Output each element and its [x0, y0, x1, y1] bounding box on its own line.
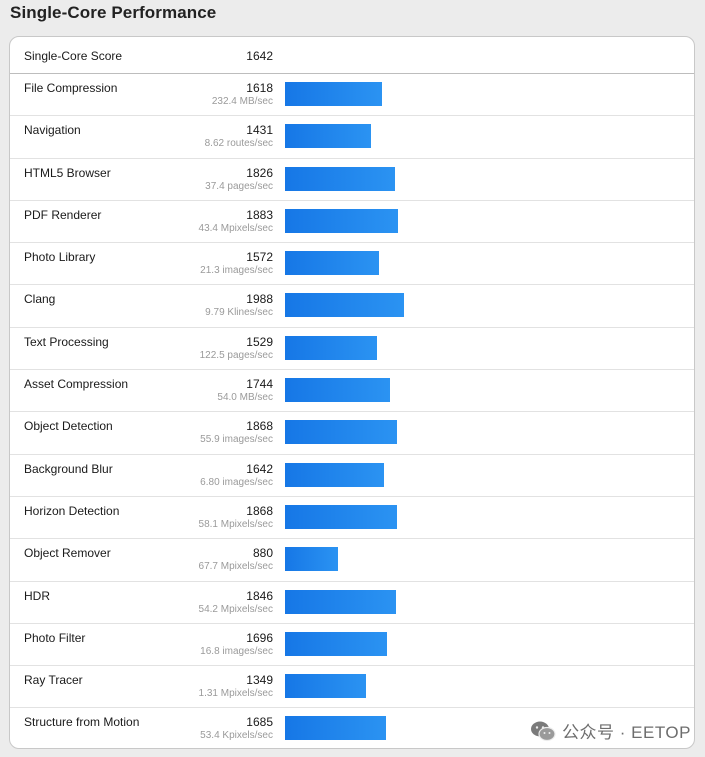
benchmark-rate: 232.4 MB/sec	[211, 96, 273, 107]
score-bar	[285, 378, 390, 403]
benchmark-row: PDF Renderer 1883 43.4 Mpixels/sec	[10, 201, 694, 244]
benchmark-name: Photo Library	[24, 250, 96, 265]
benchmark-score: 1744	[246, 377, 273, 392]
benchmark-name: PDF Renderer	[24, 207, 102, 222]
watermark-text: 公众号 · EETOP	[562, 723, 691, 742]
benchmark-rate: 54.0 MB/sec	[217, 392, 273, 404]
watermark: 公众号 · EETOP	[530, 718, 691, 743]
benchmark-rate: 67.7 Mpixels/sec	[198, 561, 273, 573]
benchmark-name: Text Processing	[24, 334, 109, 349]
benchmark-name: Background Blur	[24, 461, 113, 476]
benchmark-row: Text Processing 1529 122.5 pages/sec	[10, 328, 694, 371]
benchmark-name: Horizon Detection	[24, 503, 120, 518]
summary-row: Single-Core Score 1642	[10, 37, 694, 74]
benchmark-score: 1846	[246, 588, 273, 603]
benchmark-score: 1988	[246, 292, 273, 307]
score-bar	[285, 547, 338, 572]
benchmark-name: HTML5 Browser	[24, 165, 111, 180]
benchmark-name: Object Remover	[24, 546, 111, 561]
benchmark-score: 1696	[246, 630, 273, 645]
score-bar	[285, 420, 397, 445]
benchmark-row: Object Detection 1868 55.9 images/sec	[10, 412, 694, 455]
benchmark-score: 1868	[246, 419, 273, 434]
benchmark-rate: 9.79 Klines/sec	[205, 307, 273, 319]
benchmark-rate: 54.2 Mpixels/sec	[198, 603, 273, 615]
benchmark-row: Object Remover 880 67.7 Mpixels/sec	[10, 539, 694, 582]
benchmark-name: Object Detection	[24, 419, 113, 434]
benchmark-name: Photo Filter	[24, 630, 86, 645]
benchmark-rate: 6.80 images/sec	[200, 476, 273, 488]
benchmark-row: Background Blur 1642 6.80 images/sec	[10, 455, 694, 497]
benchmark-score: 1826	[246, 165, 273, 180]
benchmark-score: 1572	[246, 250, 273, 265]
benchmark-row: Asset Compression 1744 54.0 MB/sec	[10, 370, 694, 413]
wechat-icon	[531, 721, 556, 741]
benchmark-score: 1618	[246, 81, 273, 95]
benchmark-name: HDR	[24, 588, 50, 603]
benchmark-score: 1529	[246, 334, 273, 349]
benchmark-name: File Compression	[24, 81, 118, 95]
benchmark-list: File Compression 1618 232.4 MB/sec Navigati…	[10, 74, 694, 748]
benchmark-rate: 43.4 Mpixels/sec	[198, 222, 273, 234]
benchmark-row: Navigation 1431 8.62 routes/sec	[10, 116, 694, 159]
benchmark-rate: 1.31 Mpixels/sec	[198, 688, 273, 700]
benchmark-row: Photo Library 1572 21.3 images/sec	[10, 243, 694, 286]
benchmark-row: HDR 1846 54.2 Mpixels/sec	[10, 582, 694, 624]
page-title: Single-Core Performance	[10, 3, 217, 22]
score-bar	[285, 462, 384, 487]
benchmark-score: 1349	[246, 673, 273, 688]
benchmark-rate: 55.9 images/sec	[200, 434, 273, 446]
benchmark-row: Structure from Motion 1685 53.4 Kpixels/se…	[10, 708, 694, 748]
benchmark-rate: 53.4 Kpixels/sec	[200, 730, 273, 742]
score-bar	[285, 208, 398, 233]
benchmark-score: 880	[252, 546, 273, 561]
benchmark-name: Structure from Motion	[24, 715, 140, 730]
results-card: Single-Core Score 1642 File Compression 1…	[9, 36, 695, 749]
benchmark-name: Navigation	[24, 123, 81, 138]
score-bar	[285, 504, 397, 529]
benchmark-score: 1883	[246, 207, 273, 222]
score-bar	[285, 82, 382, 106]
benchmark-rate: 16.8 images/sec	[200, 645, 273, 657]
benchmark-score: 1431	[246, 123, 273, 138]
benchmark-row: Clang 1988 9.79 Klines/sec	[10, 285, 694, 328]
score-bar	[285, 166, 395, 191]
benchmark-row: File Compression 1618 232.4 MB/sec	[10, 74, 694, 117]
benchmark-row: Photo Filter 1696 16.8 images/sec	[10, 624, 694, 667]
benchmark-rate: 58.1 Mpixels/sec	[198, 518, 273, 530]
benchmark-name: Asset Compression	[24, 377, 129, 392]
benchmark-name: Ray Tracer	[24, 673, 83, 688]
summary-score: 1642	[246, 49, 273, 63]
benchmark-row: Horizon Detection 1868 58.1 Mpixels/sec	[10, 497, 694, 540]
benchmark-rate: 8.62 routes/sec	[204, 138, 273, 150]
benchmark-rate: 37.4 pages/sec	[205, 180, 273, 192]
score-bar	[285, 251, 379, 276]
summary-label: Single-Core Score	[24, 49, 123, 63]
benchmark-score: 1868	[246, 503, 273, 518]
benchmark-score: 1685	[246, 715, 273, 730]
score-bar	[285, 293, 404, 318]
benchmark-name: Clang	[24, 292, 56, 307]
score-bar	[285, 335, 377, 360]
score-bar	[285, 631, 387, 656]
score-bar	[285, 674, 366, 699]
benchmark-row: HTML5 Browser 1826 37.4 pages/sec	[10, 159, 694, 201]
benchmark-row: Ray Tracer 1349 1.31 Mpixels/sec	[10, 666, 694, 709]
score-bar	[285, 589, 396, 614]
benchmark-score: 1642	[246, 461, 273, 476]
benchmark-rate: 21.3 images/sec	[200, 265, 273, 277]
benchmark-rate: 122.5 pages/sec	[199, 349, 273, 361]
score-bar	[285, 716, 386, 741]
score-bar	[285, 124, 371, 149]
